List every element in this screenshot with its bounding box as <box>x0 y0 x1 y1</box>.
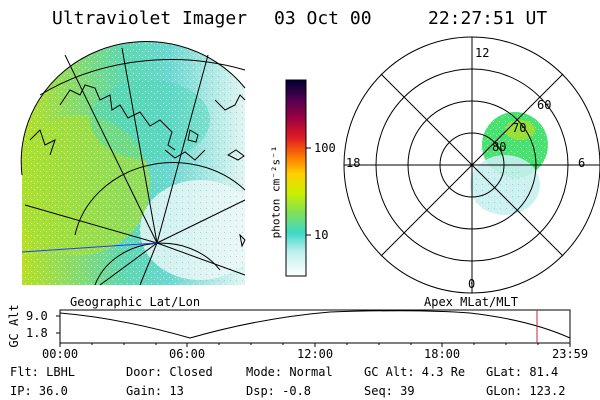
status-dsp: Dsp: -0.8 <box>246 384 312 398</box>
mlt-label-6: 6 <box>578 156 586 170</box>
status-gain: Gain: 13 <box>126 384 184 398</box>
timeline-xtick-0600: 06:00 <box>169 347 206 361</box>
status-mode: Mode: Normal <box>246 365 333 379</box>
status-gc-alt: GC Alt: 4.3 Re <box>364 365 466 379</box>
lat-label-80: 80 <box>492 140 507 154</box>
time-label: 22:27:51 UT <box>428 8 548 29</box>
timeline-ytick-1-8: 1.8 <box>26 326 48 340</box>
geographic-caption: Geographic Lat/Lon <box>70 295 201 309</box>
apex-caption: Apex MLat/MLT <box>424 295 518 309</box>
lat-label-70: 70 <box>512 121 527 135</box>
status-door: Door: Closed <box>126 365 213 379</box>
timeline-xtick-1200: 12:00 <box>297 347 334 361</box>
colorbar-tick-100: 100 <box>314 141 336 155</box>
status-filter: Flt: LBHL <box>10 365 76 379</box>
colorbar-unit-label: photon cm⁻²s⁻¹ <box>269 145 283 239</box>
timeline-plot <box>56 309 571 347</box>
timeline-xtick-1800: 18:00 <box>424 347 461 361</box>
timeline-xtick-0000: 00:00 <box>42 347 79 361</box>
app-title: Ultraviolet Imager <box>52 8 248 29</box>
polar-plot <box>343 36 600 294</box>
timeline-ylabel: GC Alt <box>7 304 21 348</box>
status-glat: GLat: 81.4 <box>486 365 559 379</box>
mlt-label-12: 12 <box>475 46 490 60</box>
status-glon: GLon: 123.2 <box>486 384 566 398</box>
mlt-label-0: 0 <box>468 277 476 291</box>
status-seq: Seq: 39 <box>364 384 415 398</box>
timeline-xtick-2359: 23:59 <box>552 347 589 361</box>
lat-label-60: 60 <box>537 98 552 112</box>
date-label: 03 Oct 00 <box>274 8 372 29</box>
mlt-label-18: 18 <box>346 156 361 170</box>
timeline-ytick-9: 9.0 <box>26 309 48 323</box>
colorbar <box>285 79 311 277</box>
status-ip: IP: 36.0 <box>10 384 68 398</box>
colorbar-tick-10: 10 <box>314 228 329 242</box>
geographic-image <box>20 41 246 286</box>
